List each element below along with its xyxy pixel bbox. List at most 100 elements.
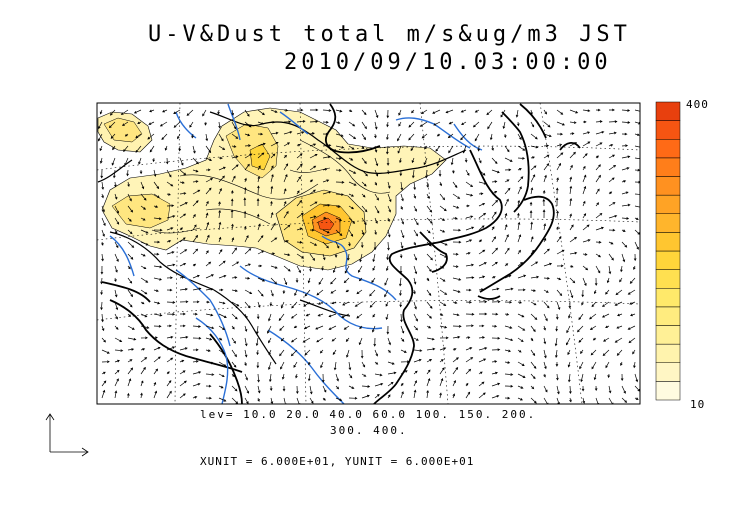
wind-arrow [153, 228, 163, 232]
wind-arrow [244, 289, 253, 295]
wind-arrow [179, 169, 187, 176]
wind-arrow [335, 121, 341, 124]
colorbar-swatch [655, 343, 681, 363]
wind-arrow [543, 289, 549, 293]
wind-arrow [478, 225, 485, 231]
wind-arrow [590, 349, 597, 356]
wind-arrow [179, 300, 189, 304]
wind-arrow [566, 325, 571, 334]
wind-arrow [413, 193, 417, 199]
wind-arrow [244, 373, 248, 381]
wind-arrow [124, 157, 129, 166]
wind-arrow [307, 277, 311, 284]
wind-arrow [386, 133, 389, 141]
wind-arrow [283, 277, 288, 286]
wind-arrow [348, 133, 357, 140]
wind-arrow [218, 397, 227, 402]
wind-arrow [192, 382, 201, 387]
wind-arrow [140, 348, 146, 351]
wind-arrow [411, 157, 415, 164]
wind-arrow [179, 370, 186, 375]
wind-arrow [244, 133, 251, 137]
wind-arrow [101, 360, 110, 364]
wind-arrow [452, 313, 460, 317]
wind-arrow [491, 394, 500, 399]
wind-arrow [450, 157, 454, 166]
wind-arrow [218, 221, 222, 231]
wind-arrow [478, 371, 483, 375]
wind-arrow [166, 215, 176, 219]
wind-arrow [192, 360, 199, 363]
wind-arrow [556, 301, 561, 310]
wind-arrow [140, 193, 147, 201]
wind-arrow [452, 216, 458, 220]
wind-arrow [358, 277, 363, 282]
wind-arrow [114, 301, 119, 311]
wind-arrow [322, 241, 329, 249]
wind-arrow [569, 385, 572, 395]
wind-arrow [517, 262, 523, 267]
wind-arrow [491, 348, 501, 352]
wind-arrow [114, 325, 119, 330]
wind-arrow [361, 373, 367, 377]
wind-arrow [309, 253, 316, 261]
wind-arrow [554, 349, 558, 359]
wind-arrow [153, 217, 162, 221]
wind-arrow [369, 301, 376, 308]
wind-arrow [385, 265, 389, 272]
wind-arrow [101, 389, 106, 399]
wind-arrow [487, 121, 493, 130]
wind-arrow [101, 337, 106, 343]
wind-arrow [491, 169, 500, 174]
wind-arrow [465, 382, 469, 387]
wind-arrow [153, 301, 161, 305]
wind-arrow [580, 349, 584, 355]
wind-arrow [386, 109, 390, 119]
wind-arrow [231, 373, 235, 378]
wind-arrow [632, 349, 636, 355]
wind-arrow [243, 197, 247, 207]
wind-arrow [257, 301, 261, 308]
wind-arrow [296, 240, 303, 244]
wind-arrow [101, 313, 104, 323]
wind-arrow [348, 121, 356, 127]
wind-arrow [602, 349, 610, 356]
wind-arrow [608, 131, 617, 135]
wind-arrow [205, 384, 212, 388]
wind-arrow [439, 253, 448, 258]
wind-arrow [478, 324, 485, 328]
wind-arrow [452, 193, 461, 199]
wind-arrow [530, 174, 536, 183]
wind-arrow [244, 385, 250, 394]
wind-arrow [231, 109, 235, 116]
wind-arrow [634, 193, 640, 195]
wind-arrow [504, 313, 510, 316]
wind-arrow [335, 180, 345, 184]
wind-arrow [166, 335, 174, 339]
wind-arrow [101, 380, 107, 387]
wind-arrow [543, 262, 553, 267]
wind-arrow [426, 241, 432, 247]
wind-arrow [296, 265, 301, 274]
wind-arrow [296, 253, 305, 259]
wind-arrow [387, 361, 395, 365]
wind-arrow [322, 109, 332, 112]
wind-arrow [320, 361, 324, 369]
wind-arrow [192, 371, 202, 375]
colorbar-swatch [655, 288, 681, 308]
wind-arrow [568, 301, 572, 309]
wind-arrow [400, 382, 404, 387]
wind-arrow [491, 382, 501, 387]
wind-arrow [400, 217, 405, 225]
wind-arrow [278, 313, 285, 321]
wind-arrow [460, 133, 467, 141]
wind-arrow [439, 229, 446, 233]
wind-arrow [267, 361, 272, 370]
wind-arrow [343, 325, 350, 330]
wind-arrow [244, 153, 253, 159]
wind-arrow [374, 349, 379, 357]
wind-arrow [140, 325, 150, 329]
wind-arrow [192, 189, 201, 195]
wind-arrow [330, 289, 337, 294]
reference-vector-arrows [45, 413, 89, 457]
